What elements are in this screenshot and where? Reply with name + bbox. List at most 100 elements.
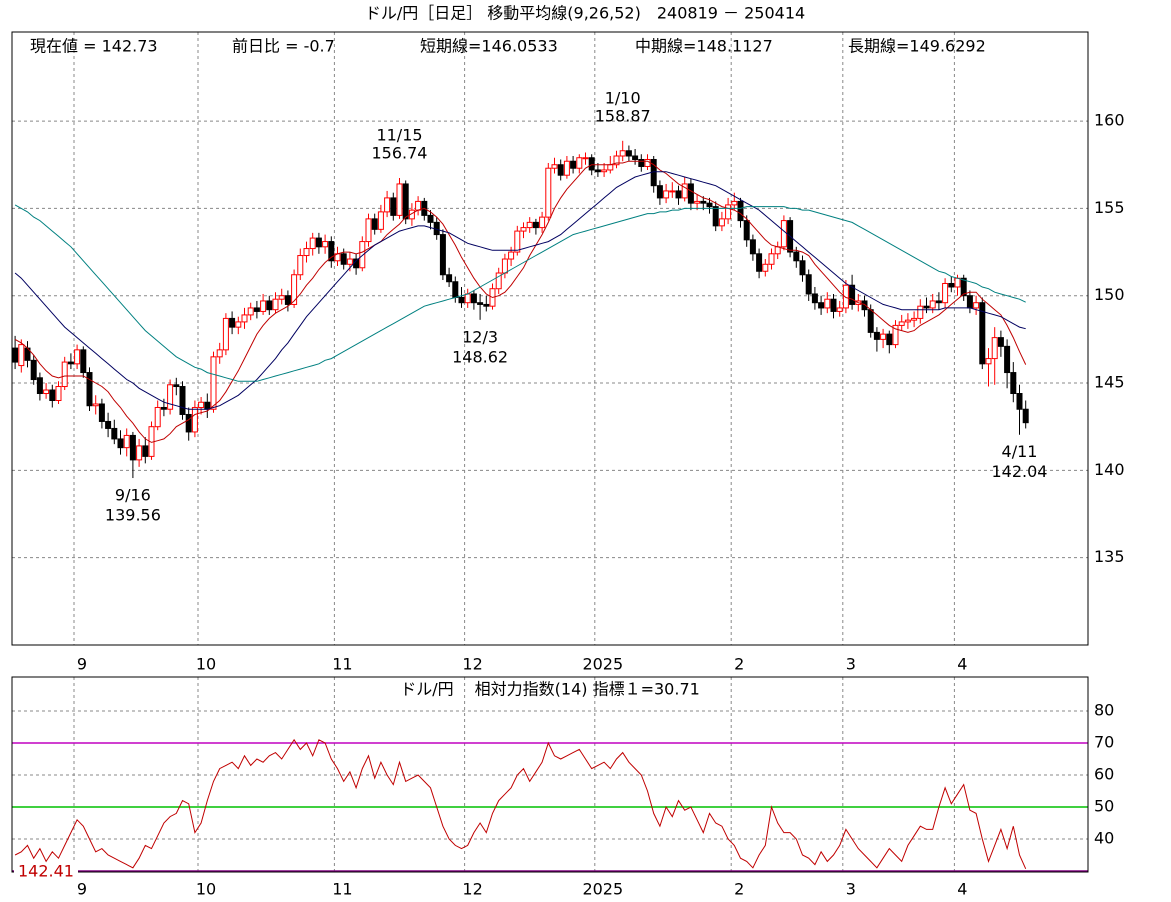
candle-body bbox=[551, 164, 558, 169]
candle-body bbox=[526, 221, 533, 229]
candle-body bbox=[67, 361, 74, 365]
candle-body bbox=[309, 237, 316, 250]
candle-body bbox=[997, 337, 1004, 347]
candle-body bbox=[576, 157, 583, 169]
annotation-date: 12/3 bbox=[462, 327, 498, 346]
x-tick-label: 2025 bbox=[582, 655, 623, 674]
info-text: 前日比 = -0.7 bbox=[232, 37, 335, 56]
annotation-date: 11/15 bbox=[376, 126, 422, 145]
candle-body bbox=[731, 200, 738, 206]
candle-body bbox=[712, 206, 719, 227]
x-tick-label: 10 bbox=[196, 880, 216, 899]
x-tick-label: 11 bbox=[332, 655, 352, 674]
candle-body bbox=[18, 344, 25, 367]
candle-body bbox=[880, 333, 887, 340]
x-tick-label: 4 bbox=[957, 880, 967, 899]
candle-body bbox=[278, 295, 285, 300]
line-series bbox=[14, 160, 1027, 443]
candle-body bbox=[61, 361, 68, 388]
candle-body bbox=[737, 200, 744, 222]
plot-frame bbox=[11, 676, 1089, 873]
candle-body bbox=[619, 150, 626, 157]
chart-title: ドル/円［日足］ 移動平均線(9,26,52) 240819 － 250414 bbox=[365, 4, 805, 23]
candle-body bbox=[36, 377, 43, 395]
candle-body bbox=[849, 284, 856, 305]
candle-body bbox=[632, 155, 639, 160]
candle-body bbox=[917, 305, 924, 319]
candle-body bbox=[483, 303, 490, 307]
candle-body bbox=[117, 438, 124, 449]
candle-body bbox=[663, 190, 670, 199]
candle-body bbox=[123, 434, 130, 449]
candle-body bbox=[694, 200, 701, 204]
y-tick-label: 145 bbox=[1094, 373, 1125, 392]
x-tick-label: 9 bbox=[77, 655, 87, 674]
y-tick-label: 140 bbox=[1094, 460, 1125, 479]
candle-body bbox=[396, 183, 403, 216]
candle-body bbox=[532, 221, 539, 229]
line-series bbox=[14, 204, 1026, 382]
candle-body bbox=[508, 251, 515, 260]
candle-body bbox=[253, 307, 260, 312]
candle-body bbox=[495, 272, 502, 290]
candle-body bbox=[284, 295, 291, 305]
candle-body bbox=[198, 401, 205, 408]
candle-body bbox=[80, 349, 87, 374]
candle-body bbox=[960, 277, 967, 297]
candle-body bbox=[811, 293, 818, 304]
candle-body bbox=[390, 197, 397, 216]
x-tick-label: 2025 bbox=[582, 880, 623, 899]
candle-body bbox=[346, 258, 353, 265]
candle-body bbox=[625, 150, 632, 157]
candle-body bbox=[799, 260, 806, 276]
line-series bbox=[14, 738, 1027, 870]
info-text: 現在値 = 142.73 bbox=[30, 37, 158, 56]
y-tick-label: 60 bbox=[1094, 764, 1114, 783]
candle-body bbox=[111, 427, 118, 440]
candle-body bbox=[86, 372, 93, 407]
candle-body bbox=[929, 300, 936, 309]
candle-body bbox=[359, 241, 366, 269]
candle-body bbox=[718, 218, 725, 227]
candle-body bbox=[98, 403, 105, 422]
plot-frame bbox=[11, 31, 1089, 646]
candle-body bbox=[365, 218, 372, 243]
candle-body bbox=[954, 277, 961, 288]
x-tick-label: 3 bbox=[846, 880, 856, 899]
candle-body bbox=[979, 302, 986, 365]
candle-body bbox=[935, 300, 942, 304]
candle-body bbox=[129, 434, 136, 461]
left-label: 142.41 bbox=[18, 862, 74, 881]
candle-body bbox=[656, 185, 663, 199]
candle-body bbox=[185, 413, 192, 433]
candle-body bbox=[824, 298, 831, 309]
candle-body bbox=[464, 293, 471, 304]
y-tick-label: 40 bbox=[1094, 829, 1114, 848]
candle-body bbox=[1004, 345, 1011, 374]
candle-body bbox=[762, 263, 769, 272]
info-text: 長期線=149.6292 bbox=[848, 37, 986, 56]
candle-body bbox=[315, 237, 322, 248]
x-tick-label: 2 bbox=[734, 880, 744, 899]
candle-body bbox=[743, 220, 750, 241]
y-tick-label: 135 bbox=[1094, 547, 1125, 566]
y-tick-label: 80 bbox=[1094, 700, 1114, 719]
rsi-title: ドル/円 相対力指数(14) 指標１=30.71 bbox=[400, 680, 700, 699]
candle-body bbox=[948, 282, 955, 288]
annotation-value: 148.62 bbox=[452, 347, 508, 366]
candle-body bbox=[74, 349, 81, 365]
candle-body bbox=[669, 190, 676, 193]
candle-body bbox=[210, 356, 217, 410]
candle-body bbox=[1010, 372, 1017, 395]
candle-body bbox=[911, 317, 918, 321]
candle-body bbox=[768, 253, 775, 265]
y-tick-label: 50 bbox=[1094, 797, 1114, 816]
x-tick-label: 10 bbox=[196, 655, 216, 674]
candle-body bbox=[706, 202, 713, 208]
candle-body bbox=[942, 282, 949, 304]
candle-body bbox=[861, 300, 868, 311]
candle-body bbox=[328, 241, 335, 262]
candle-body bbox=[904, 319, 911, 323]
annotation-date: 4/11 bbox=[1002, 442, 1038, 461]
